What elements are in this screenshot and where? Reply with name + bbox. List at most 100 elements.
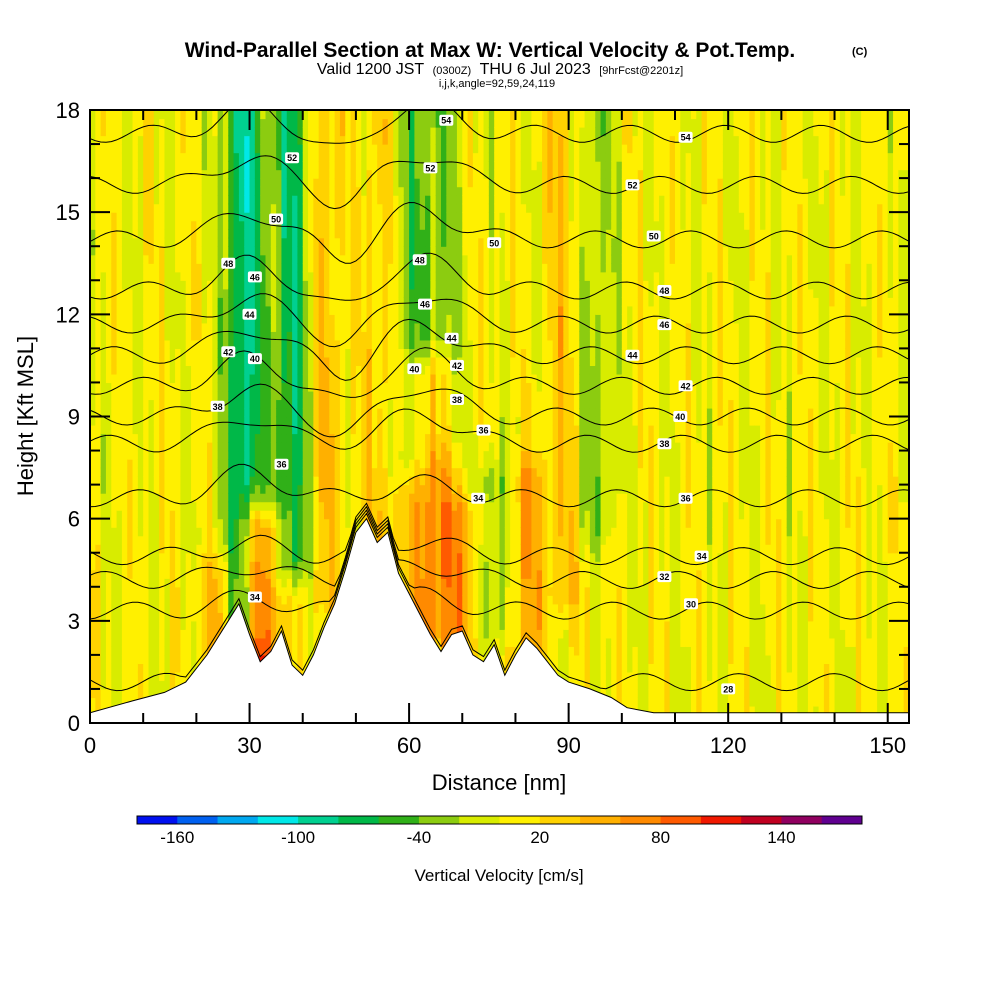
velocity-cell: [175, 629, 182, 639]
velocity-cell: [371, 314, 378, 324]
velocity-cell: [111, 663, 118, 673]
velocity-cell: [382, 339, 389, 349]
velocity-cell: [270, 390, 277, 401]
velocity-cell: [292, 433, 299, 443]
velocity-cell: [265, 186, 272, 196]
velocity-cell: [233, 535, 240, 545]
velocity-cell: [249, 297, 256, 307]
velocity-cell: [90, 561, 96, 571]
velocity-cell: [430, 535, 437, 545]
velocity-cell: [361, 212, 368, 222]
velocity-cell: [127, 433, 134, 443]
velocity-cell: [276, 203, 283, 213]
velocity-cell: [382, 433, 389, 443]
velocity-cell: [105, 493, 112, 503]
velocity-cell: [297, 280, 304, 290]
velocity-cell: [111, 280, 118, 290]
velocity-cell: [270, 237, 277, 247]
velocity-cell: [260, 229, 267, 239]
velocity-cell: [409, 169, 416, 179]
velocity-cell: [377, 220, 384, 230]
velocity-cell: [371, 365, 378, 375]
velocity-cell: [371, 348, 378, 358]
velocity-cell: [169, 493, 176, 503]
velocity-cell: [169, 654, 176, 664]
velocity-cell: [95, 399, 102, 409]
velocity-cell: [350, 433, 357, 443]
velocity-cell: [95, 629, 102, 639]
velocity-cell: [308, 552, 314, 562]
velocity-cell: [254, 135, 261, 145]
velocity-cell: [456, 603, 463, 613]
velocity-cell: [286, 493, 293, 503]
velocity-cell: [121, 399, 128, 409]
velocity-cell: [276, 501, 283, 511]
velocity-cell: [180, 365, 187, 375]
velocity-cell: [286, 356, 293, 367]
velocity-cell: [403, 152, 410, 162]
velocity-cell: [350, 135, 357, 145]
velocity-cell: [105, 373, 112, 384]
velocity-cell: [403, 271, 410, 281]
velocity-cell: [329, 501, 336, 511]
velocity-cell: [121, 118, 128, 128]
velocity-cell: [324, 433, 330, 443]
velocity-cell: [329, 527, 336, 537]
velocity-cell: [132, 637, 139, 647]
velocity-cell: [169, 322, 176, 332]
velocity-cell: [276, 407, 283, 418]
velocity-cell: [371, 186, 378, 196]
velocity-cell: [334, 178, 341, 188]
velocity-cell: [276, 595, 283, 605]
velocity-cell: [95, 663, 102, 673]
velocity-cell: [164, 501, 171, 511]
velocity-cell: [308, 433, 314, 443]
velocity-cell: [361, 416, 368, 426]
velocity-cell: [153, 356, 160, 367]
velocity-cell: [366, 314, 373, 324]
velocity-cell: [398, 339, 405, 349]
velocity-cell: [207, 186, 213, 196]
velocity-cell: [276, 288, 283, 298]
velocity-cell: [398, 348, 405, 358]
velocity-cell: [419, 246, 426, 256]
velocity-cell: [345, 382, 352, 392]
velocity-cell: [121, 348, 128, 358]
velocity-cell: [121, 459, 128, 469]
velocity-cell: [185, 510, 192, 520]
velocity-cell: [116, 697, 123, 707]
velocity-cell: [169, 680, 176, 690]
velocity-cell: [435, 203, 442, 213]
velocity-cell: [111, 348, 118, 358]
velocity-cell: [164, 305, 171, 315]
velocity-cell: [393, 144, 400, 154]
velocity-cell: [361, 135, 368, 145]
velocity-cell: [398, 535, 405, 545]
velocity-cell: [105, 425, 112, 435]
velocity-cell: [100, 459, 107, 469]
velocity-cell: [329, 169, 336, 179]
velocity-cell: [164, 288, 171, 298]
velocity-cell: [185, 169, 192, 179]
velocity-cell: [121, 518, 128, 528]
velocity-cell: [398, 297, 405, 307]
velocity-cell: [270, 544, 277, 554]
velocity-cell: [292, 569, 299, 579]
velocity-cell: [238, 178, 245, 188]
velocity-cell: [201, 484, 208, 494]
velocity-cell: [361, 510, 368, 520]
velocity-cell: [201, 186, 208, 196]
velocity-cell: [180, 620, 187, 630]
velocity-cell: [111, 203, 118, 213]
velocity-cell: [339, 220, 346, 230]
velocity-cell: [127, 212, 134, 222]
velocity-cell: [419, 118, 426, 128]
velocity-cell: [324, 212, 330, 222]
velocity-cell: [276, 246, 283, 256]
velocity-cell: [175, 407, 182, 418]
velocity-cell: [169, 671, 176, 682]
velocity-cell: [313, 254, 320, 264]
velocity-cell: [419, 305, 426, 315]
velocity-cell: [366, 254, 373, 264]
velocity-cell: [265, 484, 272, 494]
